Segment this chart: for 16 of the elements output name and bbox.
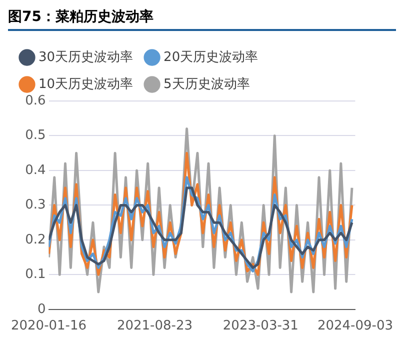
y-tick-label: 0.2: [25, 232, 46, 248]
y-tick-label: 0.6: [25, 93, 46, 108]
x-tick-label: 2020-01-16: [10, 318, 87, 334]
y-tick-label: 0.1: [25, 267, 46, 282]
x-tick-label: 2023-03-31: [222, 318, 298, 334]
x-tick-label: 2024-09-03: [317, 318, 394, 334]
y-tick-label: 0.4: [25, 162, 46, 178]
y-tick-label: 0: [37, 302, 46, 317]
y-tick-label: 0.3: [25, 198, 46, 213]
legend-label: 10天历史波动率: [38, 76, 134, 92]
x-tick-label: 2021-08-23: [116, 318, 193, 334]
legend-label: 30天历史波动率: [38, 48, 134, 65]
legend-label: 5天历史波动率: [164, 76, 250, 92]
y-tick-label: 0.5: [25, 128, 46, 144]
legend-label: 20天历史波动率: [164, 48, 258, 65]
chart-title: 图75：菜粕历史波动率: [8, 8, 396, 31]
